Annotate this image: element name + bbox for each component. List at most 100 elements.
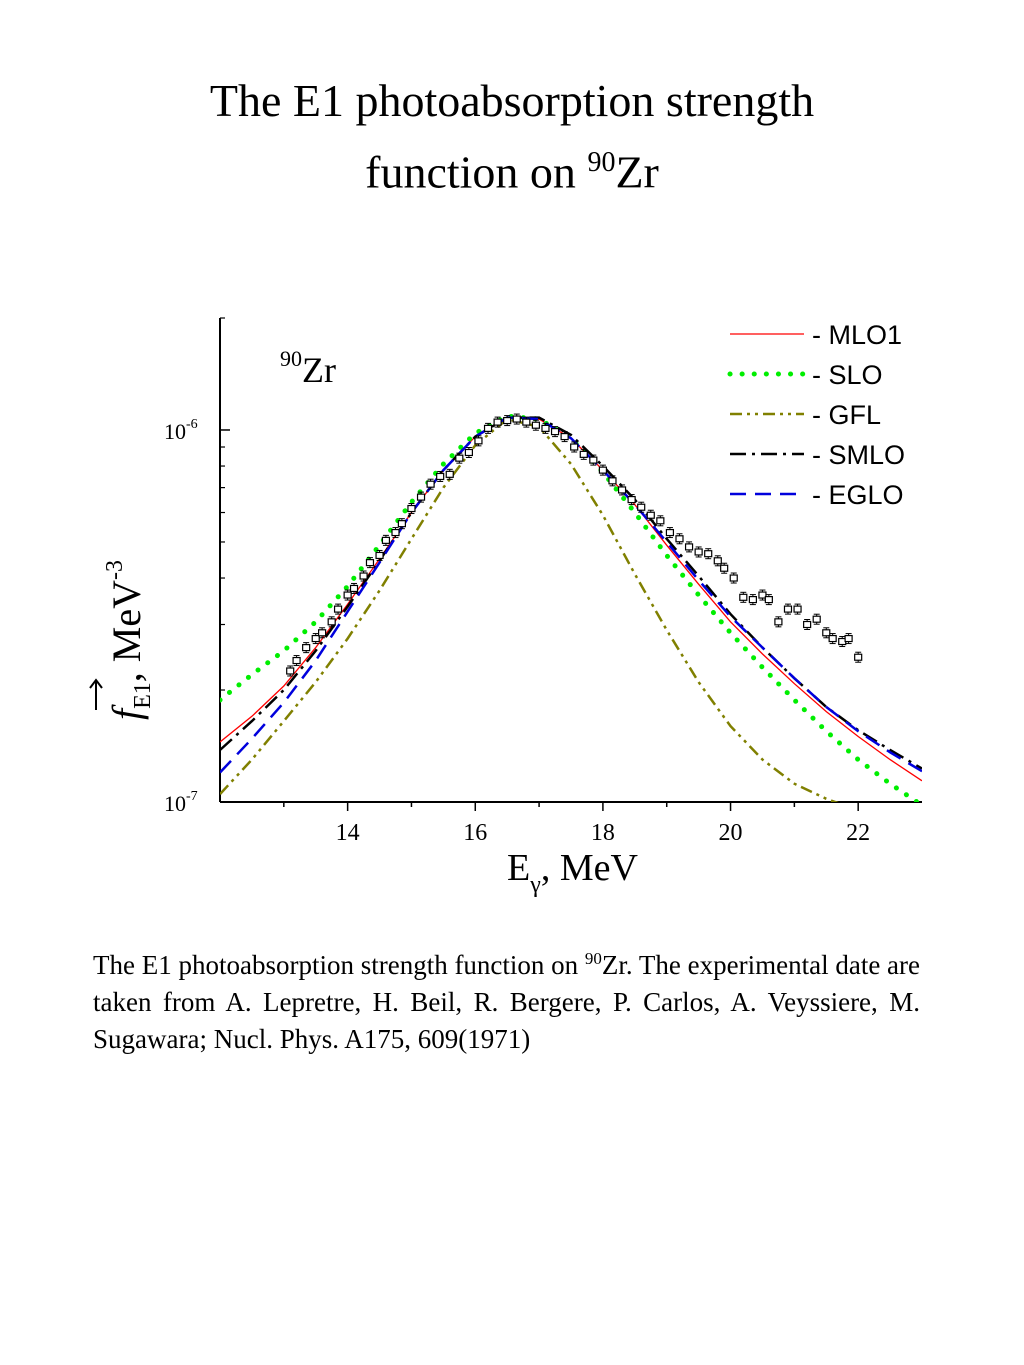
- data-point: [627, 494, 636, 506]
- data-point: [637, 501, 646, 513]
- nucleus-annotation: 90Zr: [280, 346, 336, 390]
- data-point: [531, 419, 541, 431]
- y-axis-label: fE1, MeV-3: [102, 560, 156, 720]
- data-point: [694, 546, 703, 558]
- page-title: The E1 photoabsorption strength function…: [0, 70, 1024, 203]
- data-point: [570, 441, 579, 453]
- data-point: [812, 613, 821, 625]
- caption-pre: The E1 photoabsorption strength function…: [93, 950, 585, 980]
- data-point: [764, 594, 773, 606]
- data-point: [665, 527, 675, 539]
- data-point: [464, 446, 473, 458]
- data-point: [318, 627, 327, 639]
- data-point: [803, 619, 812, 631]
- data-point: [646, 509, 655, 521]
- series-line-3: [220, 416, 922, 770]
- data-point: [675, 533, 684, 545]
- x-tick-label: 16: [463, 820, 487, 846]
- data-point: [739, 591, 748, 603]
- y-tick-label: 10-7: [164, 789, 198, 816]
- data-point: [381, 534, 391, 546]
- data-point: [793, 603, 802, 615]
- annotation-superscript: 90: [280, 346, 302, 371]
- data-point: [550, 426, 560, 438]
- series-line-2: [220, 417, 839, 802]
- legend-label-1: - SLO: [812, 360, 883, 390]
- data-point: [704, 548, 713, 560]
- x-axis-label-main: E: [507, 847, 530, 889]
- data-point: [822, 627, 831, 639]
- y-axis-label-rest: , MeV: [104, 580, 149, 682]
- figure-caption: The E1 photoabsorption strength function…: [93, 940, 920, 1058]
- x-axis-label: Eγ, MeV: [507, 847, 638, 898]
- title-line-2: function on 90Zr: [0, 132, 1024, 203]
- x-axis-label-rest: , MeV: [541, 847, 639, 889]
- data-point: [598, 464, 608, 476]
- data-point: [311, 633, 320, 645]
- data-point: [333, 603, 343, 615]
- data-point: [286, 665, 295, 677]
- title-line-2-pre: function on: [365, 146, 588, 198]
- data-point: [397, 518, 406, 530]
- data-point: [474, 435, 483, 447]
- data-point: [560, 431, 569, 443]
- data-point: [416, 491, 426, 503]
- data-point: [327, 616, 336, 628]
- data-point: [365, 557, 375, 569]
- data-point: [426, 478, 435, 490]
- data-point: [445, 468, 454, 480]
- y-axis-label-sub: E1: [130, 682, 156, 709]
- y-axis-label-sup: -3: [102, 560, 128, 580]
- y-ticks: 10-6 10-7: [164, 317, 230, 816]
- data-point: [493, 416, 502, 428]
- model-curves: [220, 413, 922, 802]
- y-tick-label: 10-6: [164, 417, 198, 444]
- x-tick-label: 18: [591, 820, 615, 846]
- data-point: [729, 572, 738, 584]
- experimental-points: [286, 413, 863, 677]
- data-point: [503, 415, 512, 427]
- data-point: [359, 570, 368, 582]
- axes: [219, 318, 922, 803]
- data-point: [844, 633, 853, 645]
- vector-arrow-icon: [89, 678, 103, 710]
- data-point: [391, 527, 400, 539]
- series-line-0: [220, 416, 922, 782]
- x-axis-label-sub: γ: [529, 872, 541, 898]
- legend: - MLO1 - SLO - GFL - SMLO - EGLO: [727, 320, 905, 510]
- data-point: [436, 470, 445, 482]
- data-point: [713, 555, 722, 567]
- data-point: [579, 448, 588, 460]
- data-point: [720, 562, 729, 574]
- x-tick-label: 22: [846, 820, 870, 846]
- title-line-1: The E1 photoabsorption strength: [209, 75, 815, 126]
- title-line-2-post: Zr: [615, 146, 659, 198]
- legend-label-0: - MLO1: [812, 320, 902, 350]
- data-point: [748, 594, 757, 606]
- data-point: [783, 603, 793, 615]
- data-point: [541, 422, 550, 434]
- data-point: [512, 413, 521, 425]
- data-point: [302, 642, 311, 654]
- data-point: [589, 454, 598, 466]
- series-line-1: [220, 413, 922, 802]
- data-point: [774, 616, 783, 628]
- x-tick-label: 14: [336, 820, 360, 846]
- legend-label-2: - GFL: [812, 400, 881, 430]
- legend-label-4: - EGLO: [812, 480, 904, 510]
- strength-function-chart: 14 16 18 20 22 10-6 10-7 - MLO1 - SLO - GFL - SM…: [89, 317, 922, 898]
- x-tick-label: 20: [719, 820, 743, 846]
- data-point: [656, 515, 665, 527]
- title-superscript: 90: [587, 147, 616, 178]
- data-point: [684, 541, 694, 553]
- data-point: [292, 655, 301, 667]
- data-point: [483, 422, 493, 434]
- data-point: [407, 503, 416, 515]
- data-point: [854, 651, 863, 663]
- legend-label-3: - SMLO: [812, 440, 905, 470]
- y-axis-label-group: fE1, MeV-3: [89, 560, 156, 720]
- data-point: [608, 475, 617, 487]
- series-line-4: [220, 416, 922, 774]
- data-point: [343, 589, 352, 601]
- data-point: [828, 633, 837, 645]
